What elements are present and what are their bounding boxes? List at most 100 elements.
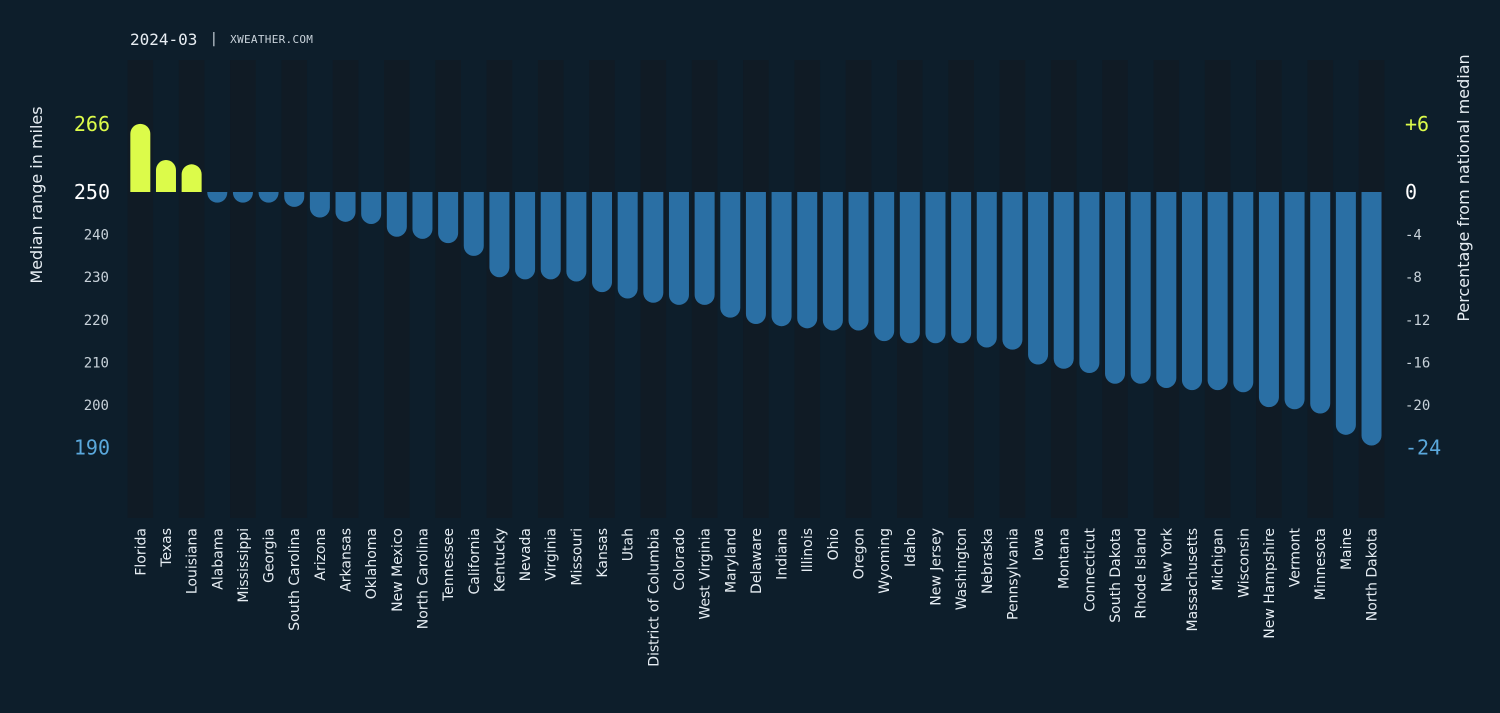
bar-nevada <box>515 192 536 280</box>
x-tick-label: Illinois <box>800 528 816 572</box>
x-tick-label: Connecticut <box>1082 527 1098 611</box>
bar-washington <box>951 192 972 344</box>
y2-axis-title: Percentage from national median <box>1454 54 1473 321</box>
column-band <box>230 60 256 518</box>
x-tick-label: North Dakota <box>1365 528 1381 621</box>
bar-pennsylvania <box>1002 192 1023 350</box>
x-tick-label: Nevada <box>518 528 534 581</box>
y2-tick-label: -4 <box>1405 228 1422 244</box>
bar-arkansas <box>335 192 356 222</box>
y2-tick-label: -20 <box>1405 398 1430 414</box>
x-tick-label: Kansas <box>595 528 611 578</box>
x-tick-label: Indiana <box>775 528 791 580</box>
bar-kansas <box>592 192 613 293</box>
x-tick-label: Maine <box>1339 528 1355 570</box>
x-tick-label: Virginia <box>544 528 560 581</box>
x-tick-label: New Hampshire <box>1262 528 1278 639</box>
header-separator: | <box>211 31 217 47</box>
column-band <box>332 60 359 518</box>
y-tick-label: 266 <box>74 112 110 136</box>
x-tick-label: Iowa <box>1031 528 1047 561</box>
column-band <box>486 60 513 518</box>
bar-utah <box>617 192 638 299</box>
bar-mississippi <box>232 192 253 203</box>
x-tick-label: District of Columbia <box>646 528 662 667</box>
x-tick-label: Colorado <box>672 528 688 591</box>
x-tick-label: New Mexico <box>390 528 406 612</box>
bar-south-dakota <box>1105 192 1126 384</box>
x-tick-label: Utah <box>621 528 637 561</box>
y2-tick-label: +6 <box>1405 112 1429 136</box>
bar-louisiana <box>181 164 202 192</box>
y2-tick-label: 0 <box>1405 180 1417 204</box>
x-tick-label: Alabama <box>210 528 226 590</box>
bar-iowa <box>1028 192 1049 365</box>
bar-vermont <box>1284 192 1305 410</box>
y2-tick-label: -8 <box>1405 270 1422 286</box>
bar-alabama <box>207 192 228 203</box>
y-tick-label: 240 <box>84 228 109 244</box>
bar-oklahoma <box>361 192 382 224</box>
x-tick-label: Georgia <box>262 528 278 583</box>
x-tick-label: Texas <box>159 528 175 568</box>
column-band <box>435 60 461 518</box>
x-tick-label: Delaware <box>749 528 765 594</box>
y2-tick-label: -12 <box>1405 313 1430 329</box>
y-tick-label: 210 <box>84 355 109 371</box>
x-tick-label: Vermont <box>1288 527 1304 587</box>
y-tick-label: 200 <box>84 398 109 414</box>
bar-tennessee <box>438 192 459 244</box>
x-tick-label: Ohio <box>826 528 842 560</box>
bar-new-york <box>1156 192 1177 388</box>
bar-wyoming <box>874 192 895 342</box>
x-tick-label: Kentucky <box>492 528 508 592</box>
bar-ohio <box>822 192 843 331</box>
x-tick-label: South Carolina <box>287 528 303 631</box>
bar-florida <box>130 123 151 192</box>
bar-arizona <box>309 192 330 218</box>
x-tick-label: Idaho <box>903 528 919 567</box>
bar-california <box>463 192 484 256</box>
x-tick-label: California <box>467 528 483 594</box>
column-band <box>537 60 564 518</box>
column-band <box>281 60 308 518</box>
x-tick-label: Tennessee <box>441 528 457 602</box>
bar-oregon <box>848 192 869 331</box>
y-axis-ticks: 266 250 240 230 220 210 200 190 <box>74 112 110 460</box>
bar-north-dakota <box>1361 192 1382 446</box>
x-tick-label: Oregon <box>852 528 868 579</box>
bars <box>130 123 1382 446</box>
y2-axis-ticks: +6 0 -4 -8 -12 -16 -20 -24 <box>1405 112 1441 460</box>
bar-wisconsin <box>1233 192 1254 393</box>
bar-connecticut <box>1079 192 1100 374</box>
x-tick-label: Massachusetts <box>1185 528 1201 631</box>
bar-maryland <box>720 192 741 318</box>
bar-montana <box>1053 192 1074 369</box>
bar-nebraska <box>976 192 997 348</box>
x-tick-label: Maryland <box>723 528 739 593</box>
x-tick-label: Arizona <box>313 528 329 581</box>
y-axis-title: Median range in miles <box>27 106 46 283</box>
x-tick-label: Florida <box>133 528 149 576</box>
bar-georgia <box>258 192 279 203</box>
y2-tick-label: -24 <box>1405 436 1441 460</box>
x-tick-label: Washington <box>954 528 970 610</box>
bar-new-mexico <box>386 192 407 237</box>
x-tick-label: Michigan <box>1211 528 1227 591</box>
date-label: 2024-03 <box>130 29 198 49</box>
bar-illinois <box>797 192 818 329</box>
x-tick-label: Minnesota <box>1313 528 1329 600</box>
x-tick-label: New York <box>1159 527 1175 592</box>
y-tick-label: 220 <box>84 313 109 329</box>
bar-massachusetts <box>1181 192 1202 391</box>
x-tick-label: South Dakota <box>1108 528 1124 623</box>
x-tick-label: Rhode Island <box>1134 528 1150 619</box>
bar-texas <box>155 160 176 192</box>
column-band <box>178 60 205 518</box>
bar-indiana <box>771 192 792 327</box>
bar-idaho <box>899 192 920 344</box>
bar-new-jersey <box>925 192 946 344</box>
x-tick-label: Pennsylvania <box>1005 528 1021 620</box>
bar-michigan <box>1207 192 1228 391</box>
